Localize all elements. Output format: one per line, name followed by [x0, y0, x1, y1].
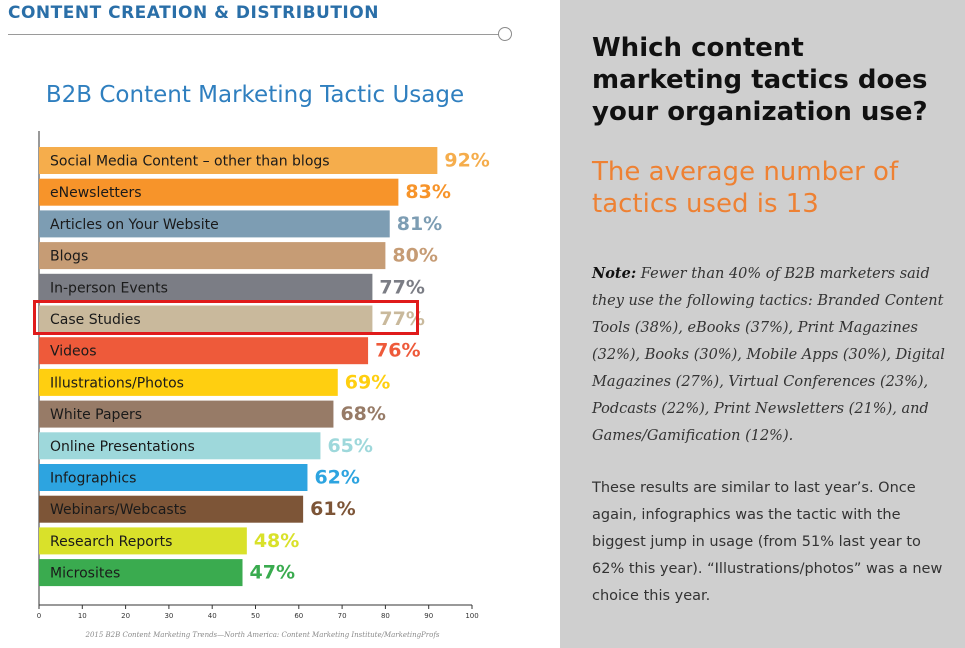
bar-value-label: 77% — [379, 308, 424, 330]
bar-category-label: Online Presentations — [50, 439, 195, 455]
bar — [39, 559, 243, 587]
bar-value-label: 61% — [310, 498, 355, 520]
sidebar: Which content marketing tactics does you… — [560, 0, 965, 648]
x-tick-label: 20 — [121, 612, 130, 620]
bar — [39, 432, 321, 460]
x-tick-label: 90 — [424, 612, 433, 620]
bar-value-label: 80% — [392, 245, 437, 267]
bar-value-label: 77% — [379, 276, 424, 298]
x-tick-label: 10 — [78, 612, 87, 620]
bar-category-label: eNewsletters — [50, 185, 142, 201]
x-tick-label: 60 — [294, 612, 303, 620]
bar-category-label: In-person Events — [50, 280, 168, 296]
bar — [39, 305, 373, 333]
bar-category-label: Case Studies — [50, 312, 141, 328]
bar — [39, 178, 399, 206]
bar-category-label: Illustrations/Photos — [50, 375, 184, 391]
bar-value-label: 48% — [254, 530, 299, 552]
bar — [39, 527, 247, 555]
chart-source: 2015 B2B Content Marketing Trends—North … — [85, 631, 440, 639]
bar-value-label: 83% — [405, 181, 450, 203]
x-tick-label: 80 — [381, 612, 390, 620]
x-tick-label: 50 — [251, 612, 260, 620]
bar — [39, 273, 373, 301]
note-paragraph: Note: Fewer than 40% of B2B marketers sa… — [592, 260, 951, 450]
bar-value-label: 92% — [444, 150, 489, 172]
chart-panel: CONTENT CREATION & DISTRIBUTION B2B Cont… — [8, 3, 512, 639]
bar-value-label: 69% — [345, 371, 390, 393]
section-title: CONTENT CREATION & DISTRIBUTION — [8, 3, 379, 23]
body-paragraph: These results are similar to last year’s… — [592, 480, 943, 604]
bar — [39, 368, 338, 396]
bar-category-label: Blogs — [50, 249, 88, 265]
bar — [39, 147, 438, 174]
bar-value-label: 68% — [340, 403, 385, 425]
bar-category-label: Microsites — [50, 566, 120, 582]
title-divider — [8, 34, 500, 35]
note-label: Note: — [592, 265, 637, 282]
chart-title: B2B Content Marketing Tactic Usage — [45, 82, 465, 108]
bar-value-label: 81% — [397, 213, 442, 235]
x-tick-label: 100 — [465, 612, 478, 620]
bar — [39, 337, 369, 365]
bar-value-label: 62% — [314, 467, 359, 489]
bar-value-label: 47% — [250, 562, 295, 584]
bar-category-label: Social Media Content – other than blogs — [50, 154, 330, 170]
bar-category-label: Videos — [50, 344, 97, 360]
bar-value-label: 65% — [327, 435, 372, 457]
bar — [39, 495, 304, 523]
bar — [39, 210, 390, 238]
bar-category-label: White Papers — [50, 407, 142, 423]
divider-circle-icon — [498, 27, 512, 41]
bar-category-label: Webinars/Webcasts — [50, 502, 187, 518]
bar — [39, 400, 334, 428]
bar-chart: 0 10 20 30 40 50 60 70 80 90 100 Social Media Conte… — [37, 131, 490, 620]
bar — [39, 464, 308, 491]
x-tick-label: 30 — [164, 612, 173, 620]
highlight-box — [33, 300, 419, 335]
question-heading: Which content marketing tactics does you… — [592, 33, 928, 127]
bar-value-label: 76% — [375, 340, 420, 362]
x-tick-label: 0 — [37, 612, 41, 620]
average-callout: The average number of tactics used is 13 — [592, 157, 899, 219]
bar — [39, 242, 386, 270]
x-tick-label: 70 — [338, 612, 347, 620]
bar-category-label: Articles on Your Website — [50, 217, 219, 233]
x-tick-label: 40 — [208, 612, 217, 620]
bar-category-label: Research Reports — [50, 534, 172, 550]
bar-category-label: Infographics — [50, 471, 136, 487]
note-text: Fewer than 40% of B2B marketers said the… — [592, 266, 945, 444]
